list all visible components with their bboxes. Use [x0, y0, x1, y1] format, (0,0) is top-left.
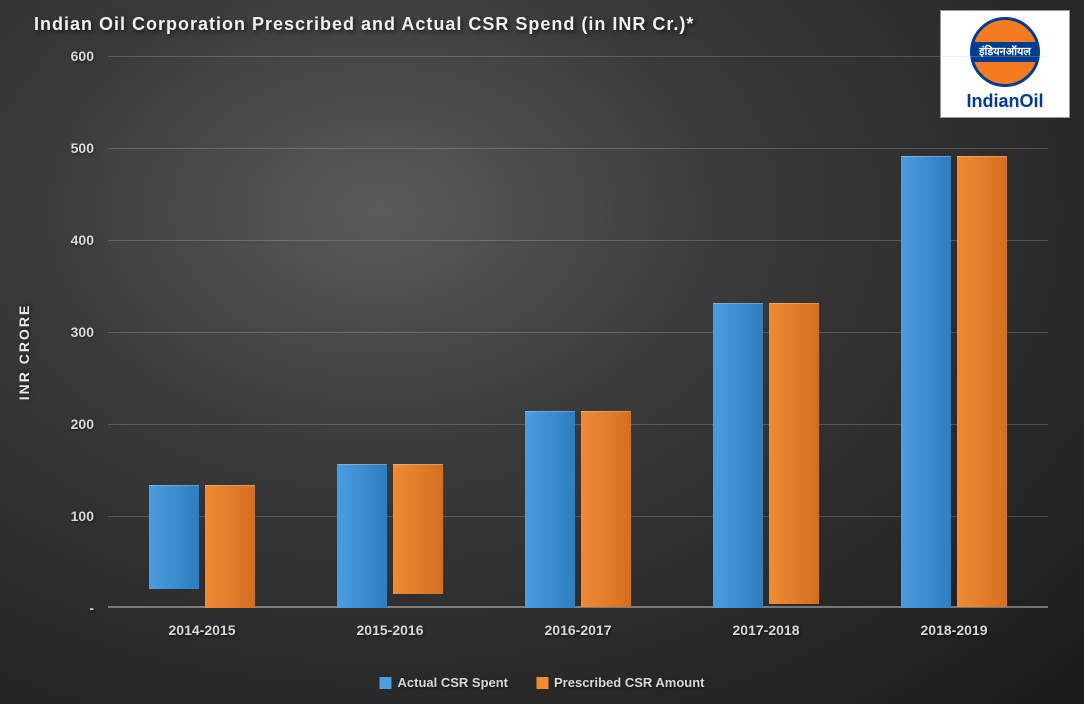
y-tick-label: 600 — [71, 48, 94, 64]
y-tick-label: - — [89, 600, 94, 616]
bar — [713, 303, 763, 608]
legend-swatch-icon — [536, 677, 548, 689]
x-tick-label: 2014-2015 — [169, 622, 236, 638]
bar — [957, 156, 1007, 607]
y-tick-label: 200 — [71, 416, 94, 432]
bar-group — [901, 156, 1007, 608]
bar — [393, 464, 443, 595]
legend-swatch-icon — [379, 677, 391, 689]
bar — [901, 156, 951, 608]
y-tick-label: 100 — [71, 508, 94, 524]
bar-group — [149, 485, 255, 608]
bar — [769, 303, 819, 604]
bar-group — [713, 303, 819, 608]
bar-group — [525, 411, 631, 608]
x-tick-label: 2017-2018 — [733, 622, 800, 638]
x-tick-label: 2016-2017 — [545, 622, 612, 638]
legend: Actual CSR Spent Prescribed CSR Amount — [379, 675, 704, 690]
y-tick-label: 500 — [71, 140, 94, 156]
y-tick-label: 300 — [71, 324, 94, 340]
bar — [337, 464, 387, 608]
bar — [149, 485, 199, 589]
legend-label: Actual CSR Spent — [397, 675, 508, 690]
bar — [581, 411, 631, 607]
legend-label: Prescribed CSR Amount — [554, 675, 705, 690]
x-tick-label: 2015-2016 — [357, 622, 424, 638]
plot-area: -1002003004005006002014-20152015-2016201… — [108, 56, 1048, 608]
chart-title: Indian Oil Corporation Prescribed and Ac… — [34, 14, 694, 35]
gridline — [108, 148, 1048, 149]
x-tick-label: 2018-2019 — [921, 622, 988, 638]
legend-item: Prescribed CSR Amount — [536, 675, 705, 690]
y-axis-label: INR CRORE — [16, 304, 32, 401]
gridline — [108, 56, 1048, 57]
legend-item: Actual CSR Spent — [379, 675, 508, 690]
y-tick-label: 400 — [71, 232, 94, 248]
bar-group — [337, 464, 443, 608]
bar — [205, 485, 255, 608]
bar — [525, 411, 575, 608]
